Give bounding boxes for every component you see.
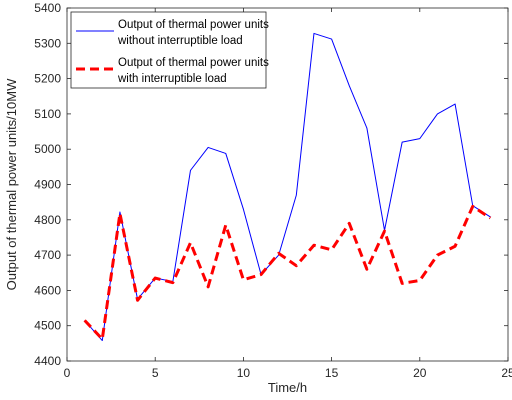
data-point-series-1 [454, 245, 456, 247]
data-point-series-0 [225, 152, 227, 154]
legend-label-without-load-line2: without interruptible load [117, 35, 243, 47]
series-line-without-interruptible-load [84, 32, 491, 342]
data-point-series-0 [366, 127, 368, 129]
data-point-series-0 [313, 32, 315, 34]
y-tick-label: 4700 [34, 248, 61, 262]
data-point-series-1 [383, 230, 385, 232]
data-point-series-0 [348, 84, 350, 86]
data-point-series-1 [119, 212, 121, 214]
series-line-with-interruptible-load [83, 204, 492, 341]
data-point-series-1 [436, 254, 438, 256]
series-layer [83, 32, 492, 342]
y-axis-ticks: 4400 4500 4600 4700 4800 4900 5000 5100 5200 5300… [34, 1, 508, 368]
y-tick-label: 4600 [34, 283, 61, 297]
x-tick-label: 0 [64, 366, 71, 380]
x-tick-label: 15 [325, 366, 339, 380]
legend-label-with-load-line1: Output of thermal power units [118, 57, 269, 69]
legend-label-without-load-line1: Output of thermal power units [118, 19, 269, 31]
x-tick-label: 10 [237, 366, 251, 380]
data-point-series-1 [189, 242, 191, 244]
data-point-series-1 [330, 249, 332, 251]
data-point-series-1 [172, 281, 174, 283]
y-tick-label: 5100 [34, 107, 61, 121]
data-point-series-0 [207, 146, 209, 148]
data-point-series-1 [366, 268, 368, 270]
data-point-series-0 [189, 169, 191, 171]
x-tick-label: 20 [413, 366, 427, 380]
data-point-series-1 [472, 205, 474, 207]
y-tick-label: 5000 [34, 142, 61, 156]
data-point-series-0 [330, 38, 332, 40]
x-axis-label: Time/h [268, 380, 307, 395]
data-point-series-1 [154, 277, 156, 279]
data-point-series-1 [260, 273, 262, 275]
data-point-series-1 [419, 279, 421, 281]
y-tick-label: 4800 [34, 213, 61, 227]
y-axis-label: Output of thermal power units/10MW [4, 78, 19, 290]
data-point-series-1 [136, 299, 138, 301]
y-tick-label: 4500 [34, 319, 61, 333]
data-point-series-1 [207, 286, 209, 288]
data-point-series-0 [295, 194, 297, 196]
y-tick-label: 5300 [34, 36, 61, 50]
x-tick-label: 5 [152, 366, 159, 380]
legend: Output of thermal power units without in… [70, 11, 269, 89]
data-point-series-1 [295, 264, 297, 266]
x-tick-label: 25 [501, 366, 512, 380]
data-point-series-0 [401, 141, 403, 143]
legend-box [70, 11, 267, 89]
data-point-series-0 [242, 208, 244, 210]
data-point-series-1 [225, 224, 227, 226]
data-point-series-1 [401, 282, 403, 284]
y-tick-label: 5200 [34, 72, 61, 86]
data-point-series-1 [101, 338, 103, 340]
data-point-series-0 [454, 103, 456, 105]
y-tick-label: 4400 [34, 354, 61, 368]
data-point-series-1 [83, 319, 85, 321]
data-point-series-0 [436, 113, 438, 115]
y-tick-label: 5400 [34, 1, 61, 15]
y-tick-label: 4900 [34, 178, 61, 192]
data-point-series-1 [313, 244, 315, 246]
data-point-series-1 [242, 279, 244, 281]
legend-label-with-load-line2: with interruptible load [117, 73, 227, 85]
data-point-series-0 [419, 137, 421, 139]
data-point-series-1 [348, 222, 350, 224]
data-point-series-1 [277, 252, 279, 254]
x-axis-ticks: 0 5 10 15 20 25 [64, 8, 512, 380]
data-point-series-1 [489, 217, 491, 219]
